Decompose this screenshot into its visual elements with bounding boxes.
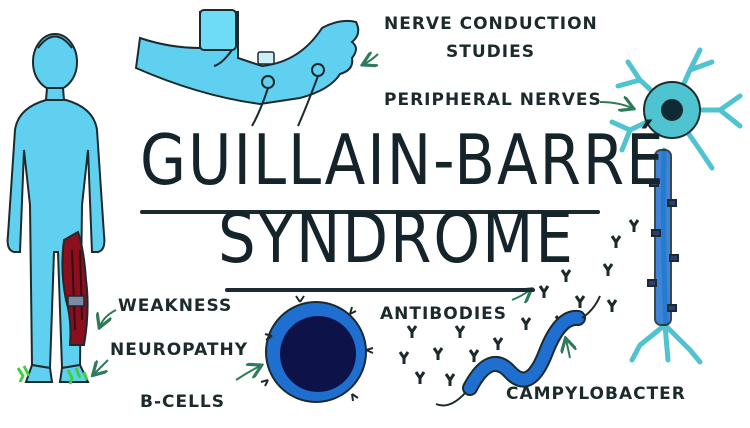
arrow-neuropathy (94, 359, 109, 374)
label-antibodies: ANTIBODIES (380, 304, 508, 324)
arrow-nerve-conduction (364, 54, 379, 64)
label-nerve-conduction: NERVE CONDUCTION (384, 14, 598, 34)
arrow-peripheral-nerves (599, 102, 632, 108)
campylobacter-illustration (435, 295, 601, 407)
foot-illustration (134, 9, 360, 127)
leg-muscle (61, 230, 89, 346)
label-b-cells: B-CELLS (140, 392, 226, 412)
label-neuropathy: NEUROPATHY (110, 340, 249, 360)
label-campylobacter: CAMPYLOBACTER (506, 384, 686, 404)
human-figure (6, 33, 106, 383)
label-studies: STUDIES (446, 42, 535, 62)
label-peripheral-nerves: PERIPHERAL NERVES (384, 90, 602, 110)
b-cell-illustration (260, 295, 374, 403)
arrow-b-cells (235, 366, 260, 381)
neuron-illustration (609, 47, 743, 365)
antibody-cluster (398, 219, 640, 386)
arrow-campylobacter (566, 340, 570, 359)
label-weakness: WEAKNESS (118, 296, 233, 316)
title-underline-2 (225, 288, 535, 292)
title-underline (140, 210, 600, 214)
arrow-weakness (100, 309, 117, 326)
title-line-1: GUILLAIN-BARRÉ (140, 120, 666, 201)
title-line-2: SYNDROME (218, 198, 575, 279)
tingling-marks (16, 365, 89, 385)
